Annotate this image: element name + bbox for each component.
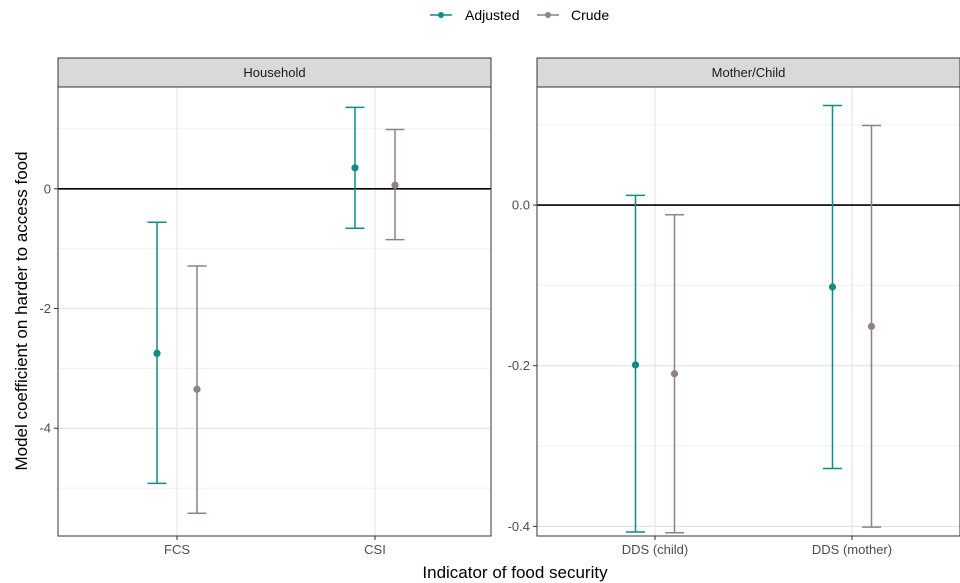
facet-strip-label: Mother/Child <box>712 65 786 80</box>
y-tick-label: -0.2 <box>508 358 530 373</box>
y-tick-label: 0.0 <box>512 198 530 213</box>
facet-strip <box>536 57 960 88</box>
series-crude <box>665 124 881 534</box>
legend-key-adjusted-point <box>438 12 444 18</box>
facet-strip <box>57 57 492 88</box>
point-crude-csi <box>391 181 399 189</box>
facet-panels: Household -4 -2 0 FCS CSI Mother/Child -0.4 -0.2… <box>39 57 960 557</box>
y-axis-title: Model coefficient on harder to access fo… <box>12 151 31 470</box>
x-tick-label: FCS <box>164 542 190 557</box>
point-crude-dds-child <box>670 370 679 378</box>
facet-strip-label: Household <box>243 65 305 80</box>
point-crude-fcs <box>193 385 201 393</box>
panel-border <box>57 86 492 537</box>
panel-border <box>536 86 960 537</box>
x-axis-title: Indicator of food security <box>422 563 608 582</box>
series-crude <box>187 128 405 515</box>
legend-item-adjusted: Adjusted <box>430 7 519 23</box>
y-tick-label: -0.4 <box>508 519 530 534</box>
y-tick-label: -2 <box>39 301 51 316</box>
point-adjusted-csi <box>351 164 359 172</box>
x-tick-label: DDS (child) <box>622 542 688 557</box>
point-adjusted-dds-mother <box>828 283 837 291</box>
x-tick-label: DDS (mother) <box>812 542 892 557</box>
legend: Adjusted Crude <box>430 7 609 23</box>
panel-household: Household -4 -2 0 FCS CSI <box>39 57 492 557</box>
y-tick-label: -4 <box>39 421 51 436</box>
point-crude-dds-mother <box>867 322 876 330</box>
y-tick-label: 0 <box>44 181 51 196</box>
point-adjusted-fcs <box>153 349 161 358</box>
legend-label-adjusted: Adjusted <box>465 7 519 23</box>
legend-label-crude: Crude <box>571 7 609 23</box>
x-tick-label: CSI <box>364 542 386 557</box>
point-adjusted-dds-child <box>631 361 640 369</box>
legend-item-crude: Crude <box>537 7 609 23</box>
series-adjusted <box>147 106 365 485</box>
series-adjusted <box>626 104 842 533</box>
legend-key-crude-point <box>545 12 551 18</box>
panel-mother-child: Mother/Child -0.4 -0.2 0.0 DDS (child) DDS (m… <box>508 57 960 557</box>
